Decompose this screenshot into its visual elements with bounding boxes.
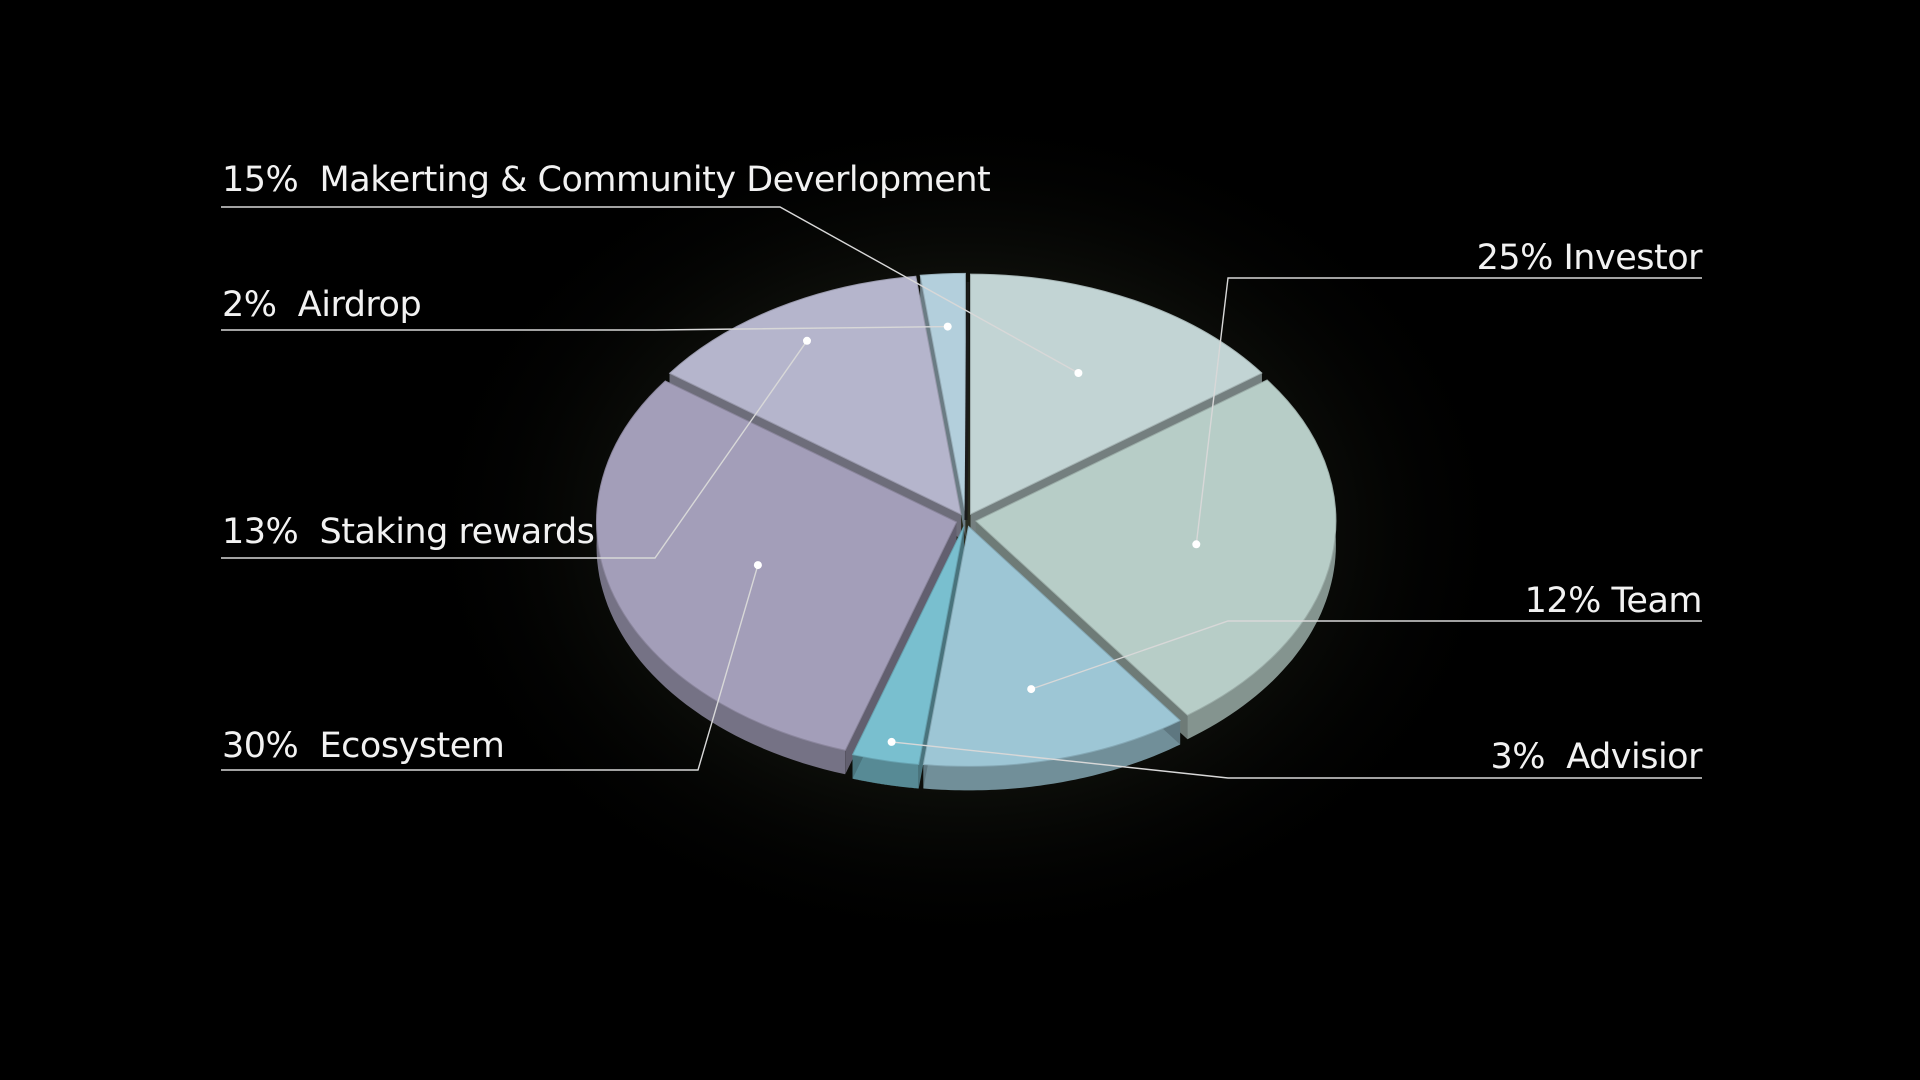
leader-line (1030, 620, 1702, 690)
pie-slice-2 (922, 525, 1181, 767)
slice-label: 13% Staking rewards (222, 512, 594, 552)
pie-tops (596, 272, 1337, 767)
pie-slice-6 (919, 272, 966, 514)
leader-line (221, 325, 948, 331)
pie-slice-cut (845, 522, 957, 775)
leader-line (891, 741, 1702, 779)
leader-line (1195, 277, 1702, 545)
slice-label: 2% Airdrop (222, 285, 421, 325)
leader-dot (887, 737, 896, 746)
leader-line (221, 564, 759, 771)
pie-slice-side (596, 381, 846, 775)
pie-slice-1 (974, 379, 1337, 716)
slice-divider (964, 281, 970, 521)
leader-dot (803, 336, 811, 345)
leader-line (221, 206, 1079, 374)
pie-slice-side (923, 720, 1181, 791)
leader-line (221, 340, 808, 559)
slice-label: 3% Advisior (1490, 737, 1703, 777)
pie-slice-4 (596, 380, 958, 751)
slice-label: 25% Investor (1477, 238, 1704, 278)
leader-dot (943, 322, 952, 331)
slice-label: 30% Ecosystem (222, 726, 504, 766)
pie-slice-cut (918, 526, 964, 789)
leader-dot (1027, 685, 1036, 694)
slice-label: 12% Team (1525, 581, 1702, 621)
pie-slice-5 (668, 275, 962, 516)
pie-slice-0 (970, 273, 1263, 515)
leader-dot (1074, 369, 1083, 377)
slice-label: 15% Makerting & Community Deverlopment (222, 160, 990, 200)
pie-slice-cut (920, 275, 966, 538)
pie-slice-side (1187, 380, 1336, 740)
pie-slice-3 (851, 526, 965, 766)
leader-dot (753, 561, 762, 570)
leader-dot (1192, 540, 1201, 549)
pie-labels: 15% Makerting & Community Deverlopment 25… (221, 160, 1704, 779)
